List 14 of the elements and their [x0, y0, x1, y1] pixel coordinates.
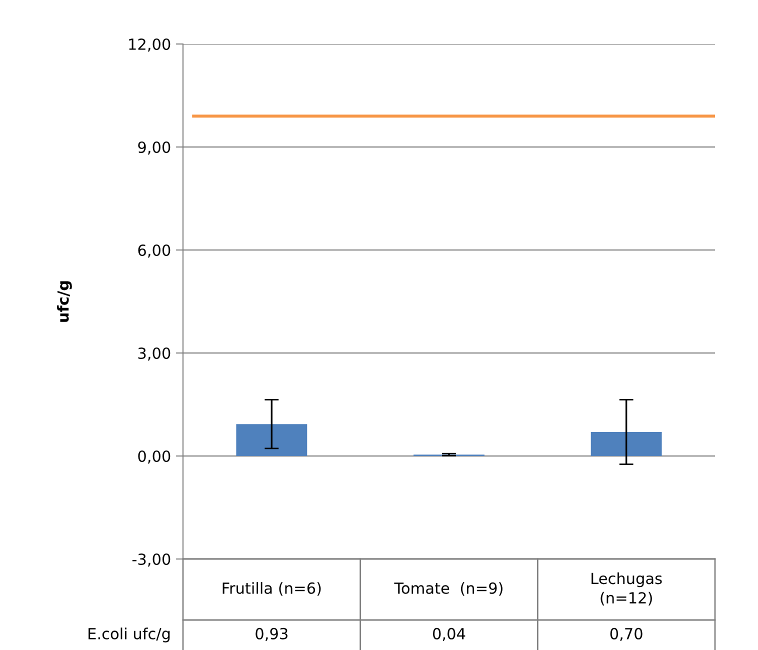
y-tick-label: 3,00 — [138, 347, 170, 361]
y-tick-label: 6,00 — [138, 244, 170, 258]
x-tick-label: Lechugas (n=12) — [592, 572, 662, 606]
data-label: 0,70 — [610, 628, 642, 641]
y-tick-label: 0,00 — [138, 450, 170, 464]
y-tick-label: 12,00 — [129, 38, 170, 52]
text: E.coli ufc/g — [88, 628, 170, 642]
data-label: 0,93 — [256, 628, 288, 641]
y-tick-label: 9,00 — [138, 141, 170, 155]
y-axis-title: ufc/g — [56, 281, 72, 322]
x-tick-label: Tomate (n=9) — [394, 582, 502, 596]
y-tick-label: -3,00 — [132, 553, 170, 567]
x-tick-label: Frutilla (n=6) — [222, 582, 321, 596]
data-label: 0,04 — [433, 628, 466, 641]
